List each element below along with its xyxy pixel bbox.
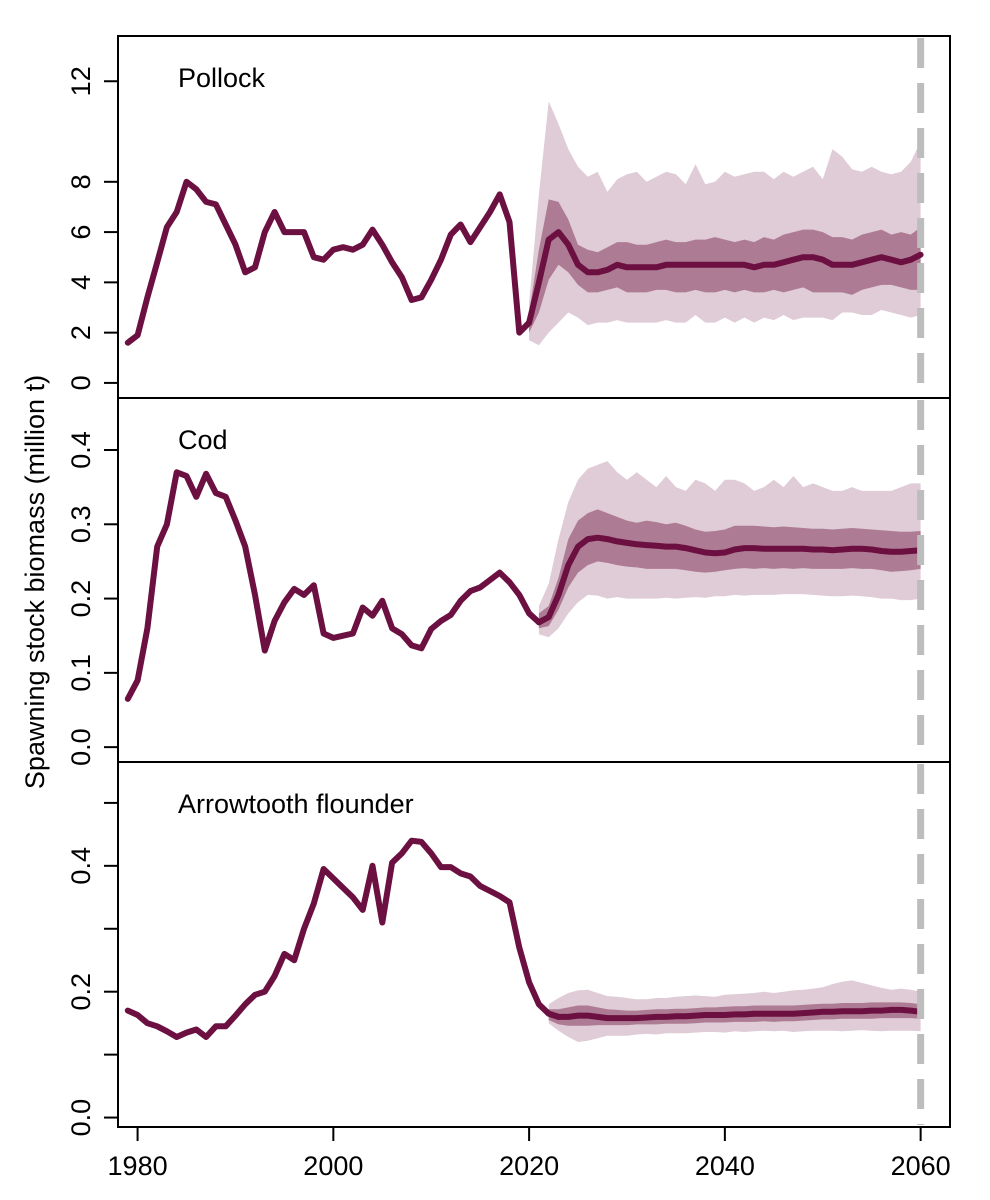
pollock-y-tick-label: 12 bbox=[66, 66, 96, 96]
y-axis-label: Spawning stock biomass (million t) bbox=[20, 375, 50, 789]
pollock-y-tick-label: 6 bbox=[66, 225, 96, 240]
arrowtooth-flounder-frame bbox=[117, 761, 951, 1128]
cod-y-tick-label: 0.0 bbox=[66, 728, 96, 766]
arrowtooth-flounder-historical-line bbox=[124, 837, 562, 1040]
arrowtooth-flounder-x-tick-label: 2020 bbox=[499, 1151, 559, 1181]
arrowtooth-flounder-y-tick-label: 0.2 bbox=[66, 973, 96, 1011]
arrowtooth-flounder-x-tick-label: 1980 bbox=[108, 1151, 168, 1181]
cod-y-tick-label: 0.3 bbox=[66, 506, 96, 544]
y-axis-label-group: Spawning stock biomass (million t) bbox=[20, 375, 50, 789]
pollock-y-tick-label: 8 bbox=[66, 174, 96, 189]
arrowtooth-flounder-x-tick-label: 2040 bbox=[695, 1151, 755, 1181]
arrowtooth-flounder-projection-median-line bbox=[545, 1006, 924, 1022]
pollock-y-tick-label: 0 bbox=[66, 375, 96, 390]
pollock-panel: 0 2 4 6 8 12 Pollock bbox=[66, 35, 951, 399]
cod-y-tick-label: 0.2 bbox=[66, 580, 96, 618]
pollock-y-tick-label: 2 bbox=[66, 325, 96, 340]
pollock-panel-title: Pollock bbox=[178, 63, 266, 93]
cod-inner-band bbox=[538, 509, 921, 629]
arrowtooth-flounder-y-tick-label: 0.0 bbox=[66, 1099, 96, 1137]
arrowtooth-flounder-y-tick-label: 0.4 bbox=[66, 847, 96, 885]
pollock-y-tick-label: 4 bbox=[66, 275, 96, 290]
arrowtooth-flounder-x-tick-label: 2060 bbox=[891, 1151, 951, 1181]
pollock-historical-line bbox=[124, 178, 533, 346]
arrowtooth-flounder-panel-title: Arrowtooth flounder bbox=[178, 789, 414, 819]
cod-projection-median-line bbox=[535, 534, 924, 626]
cod-y-tick-label: 0.1 bbox=[66, 654, 96, 692]
arrowtooth-flounder-x-tick-label: 2000 bbox=[303, 1151, 363, 1181]
cod-historical-line bbox=[124, 469, 542, 702]
pollock-projection-median-line bbox=[526, 229, 924, 326]
arrowtooth-flounder-panel: 0.0 0.2 0.4 1980 2000 2020 2040 2060 Arrowtooth … bbox=[66, 761, 951, 1181]
pollock-outer-band bbox=[529, 101, 921, 346]
cod-y-tick-label: 0.4 bbox=[66, 431, 96, 469]
cod-panel-title: Cod bbox=[178, 425, 228, 455]
cod-panel: 0.0 0.1 0.2 0.3 0.4 Cod bbox=[66, 397, 951, 766]
